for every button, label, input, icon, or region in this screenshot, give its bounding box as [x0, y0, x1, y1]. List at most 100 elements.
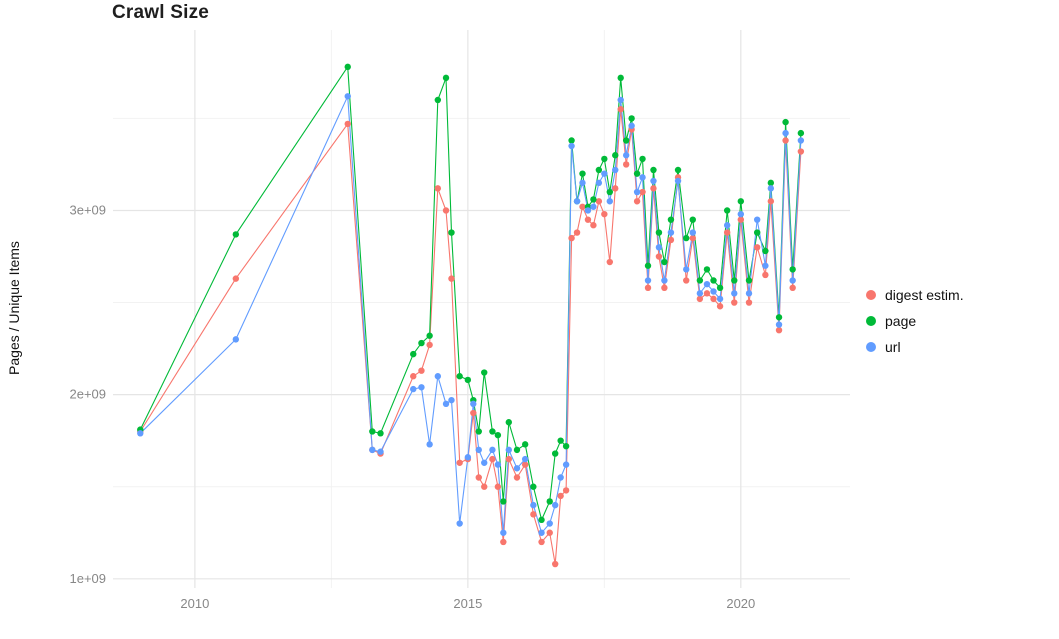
series-point-url — [489, 446, 496, 454]
series-point-page — [723, 207, 731, 214]
series-point-page — [612, 152, 619, 159]
series-point-page — [683, 234, 690, 242]
series-point-digestestim — [232, 275, 240, 282]
series-point-url — [628, 122, 635, 129]
series-point-url — [689, 229, 696, 236]
series-point-page — [661, 258, 668, 266]
series-point-page — [538, 516, 545, 524]
series-point-digestestim — [552, 560, 559, 568]
series-point-page — [782, 118, 789, 126]
series-point-digestestim — [521, 461, 529, 468]
x-tick-label: 2010 — [180, 596, 209, 611]
series-point-url — [590, 203, 597, 210]
series-point-digestestim — [344, 120, 351, 128]
series-point-page — [579, 170, 586, 177]
legend-item-page: page — [866, 313, 964, 329]
series-point-page — [557, 437, 564, 444]
series-point-page — [448, 229, 455, 236]
legend-label: page — [885, 313, 917, 329]
series-point-url — [683, 266, 690, 273]
series-point-digestestim — [546, 529, 553, 536]
series-point-url — [762, 262, 769, 269]
series-point-digestestim — [789, 284, 796, 292]
series-point-page — [737, 198, 745, 205]
series-point-url — [661, 277, 668, 284]
series-point-page — [622, 137, 630, 144]
series-point-page — [617, 74, 624, 82]
series-point-url — [667, 229, 675, 236]
series-point-page — [552, 450, 559, 457]
legend-label: digest estim. — [885, 287, 964, 303]
series-point-url — [579, 179, 586, 187]
series-point-url — [546, 520, 553, 527]
series-point-url — [410, 385, 417, 393]
series-point-page — [789, 266, 796, 273]
series-point-digestestim — [689, 234, 696, 242]
series-point-url — [557, 474, 564, 481]
series-point-page — [655, 229, 663, 236]
series-point-page — [767, 179, 775, 187]
series-point-url — [552, 501, 559, 509]
series-line-url — [139, 95, 802, 534]
series-point-digestestim — [644, 284, 652, 292]
series-point-digestestim — [767, 198, 775, 205]
series-point-digestestim — [475, 474, 482, 481]
series-point-page — [464, 376, 472, 384]
y-tick-label: 1e+09 — [69, 571, 106, 586]
series-point-digestestim — [731, 299, 738, 306]
series-point-url — [737, 210, 745, 218]
series-point-digestestim — [434, 185, 442, 192]
y-tick-label: 2e+09 — [69, 387, 106, 402]
series-point-url — [710, 288, 717, 295]
series-point-digestestim — [710, 295, 717, 303]
series-point-url — [505, 446, 512, 454]
legend: digest estim. page url — [866, 287, 964, 355]
series-point-digestestim — [612, 185, 619, 192]
series-point-url — [470, 400, 477, 408]
series-point-page — [753, 229, 761, 236]
series-line-digestestim — [139, 108, 802, 565]
series-point-url — [745, 290, 753, 297]
series-point-url — [595, 179, 603, 187]
series-point-page — [696, 277, 704, 284]
series-point-url — [753, 216, 761, 223]
series-point-page — [377, 430, 384, 437]
series-point-digestestim — [494, 483, 502, 490]
series-point-digestestim — [655, 253, 663, 260]
series-point-digestestim — [590, 222, 597, 229]
series-point-page — [568, 137, 575, 144]
y-tick-label: 3e+09 — [69, 202, 106, 217]
series-point-digestestim — [601, 210, 608, 218]
series-point-page — [232, 231, 240, 238]
series-point-page — [489, 428, 496, 435]
series-point-digestestim — [782, 137, 789, 144]
series-point-url — [481, 459, 488, 466]
series-point-digestestim — [622, 161, 630, 168]
series-point-digestestim — [513, 474, 521, 481]
series-point-page — [797, 129, 805, 137]
series-point-url — [633, 188, 641, 196]
series-point-url — [521, 455, 529, 463]
series-point-page — [762, 247, 769, 255]
series-point-url — [612, 166, 619, 174]
series-point-digestestim — [505, 455, 512, 463]
series-point-digestestim — [737, 216, 745, 223]
series-point-url — [789, 277, 796, 284]
series-point-digestestim — [775, 326, 783, 334]
x-tick-label: 2015 — [453, 596, 482, 611]
series-point-digestestim — [753, 244, 761, 251]
series-point-url — [723, 222, 731, 229]
series-point-page — [644, 262, 652, 269]
series-point-digestestim — [538, 538, 545, 546]
series-point-url — [426, 441, 433, 448]
series-point-url — [775, 321, 783, 328]
series-point-digestestim — [470, 409, 477, 417]
series-point-url — [568, 142, 575, 150]
series-point-page — [410, 350, 417, 358]
series-point-digestestim — [481, 483, 488, 490]
series-point-url — [232, 336, 240, 343]
series-point-url — [494, 461, 502, 468]
series-point-url — [767, 185, 775, 192]
series-point-page — [530, 483, 537, 490]
